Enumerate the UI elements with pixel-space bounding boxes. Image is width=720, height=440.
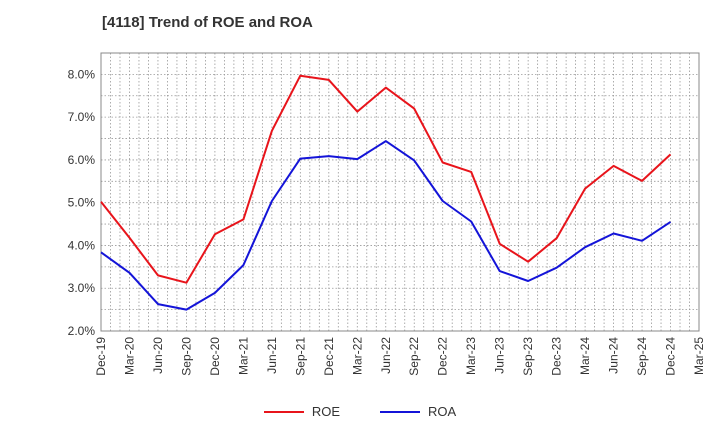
plot-area: [101, 53, 699, 331]
x-tick-label: Dec-19: [94, 337, 108, 376]
x-tick-label: Mar-25: [692, 337, 706, 375]
x-tick-label: Mar-24: [578, 337, 592, 375]
legend-swatch-roe: [263, 410, 304, 413]
x-tick-label: Dec-21: [322, 337, 336, 376]
x-tick-label: Sep-22: [407, 337, 421, 376]
y-tick-label: 3.0%: [68, 281, 96, 295]
y-tick-label: 2.0%: [68, 324, 96, 338]
x-tick-label: Mar-22: [350, 337, 364, 375]
series-line-roe: [100, 74, 672, 284]
y-tick-label: 5.0%: [68, 196, 96, 210]
x-tick-label: Sep-21: [293, 337, 307, 376]
x-tick-label: Sep-24: [635, 337, 649, 376]
chart-title: [4118] Trend of ROE and ROA: [102, 14, 313, 31]
plot-frame: [100, 52, 700, 332]
legend-item-roe: ROE: [263, 404, 340, 419]
x-tick-label: Mar-23: [464, 337, 478, 375]
legend-label-roe: ROE: [311, 404, 340, 419]
x-tick-label: Jun-23: [493, 337, 507, 374]
y-tick-label: 7.0%: [68, 110, 96, 124]
y-tick-label: 4.0%: [68, 238, 96, 252]
x-tick-label: Jun-22: [379, 337, 393, 374]
legend-swatch-roa: [380, 410, 420, 413]
x-tick-label: Dec-22: [436, 337, 450, 376]
x-tick-label: Sep-23: [521, 337, 535, 376]
x-tick-label: Dec-24: [664, 337, 678, 376]
y-tick-label: 8.0%: [68, 67, 96, 81]
x-tick-label: Dec-23: [550, 337, 564, 376]
legend-item-roa: ROA: [380, 404, 456, 419]
x-tick-label: Mar-20: [122, 337, 136, 375]
x-tick-label: Jun-21: [265, 337, 279, 374]
legend-label-roa: ROA: [428, 404, 457, 419]
x-tick-label: Sep-20: [179, 337, 193, 376]
series-line-roa: [100, 140, 672, 311]
x-tick-label: Jun-20: [151, 337, 165, 374]
x-tick-label: Jun-24: [607, 337, 621, 374]
x-tick-label: Dec-20: [208, 337, 222, 376]
y-tick-label: 6.0%: [68, 153, 96, 167]
chart-legend: ROE ROA: [0, 404, 720, 419]
x-tick-label: Mar-21: [236, 337, 250, 375]
